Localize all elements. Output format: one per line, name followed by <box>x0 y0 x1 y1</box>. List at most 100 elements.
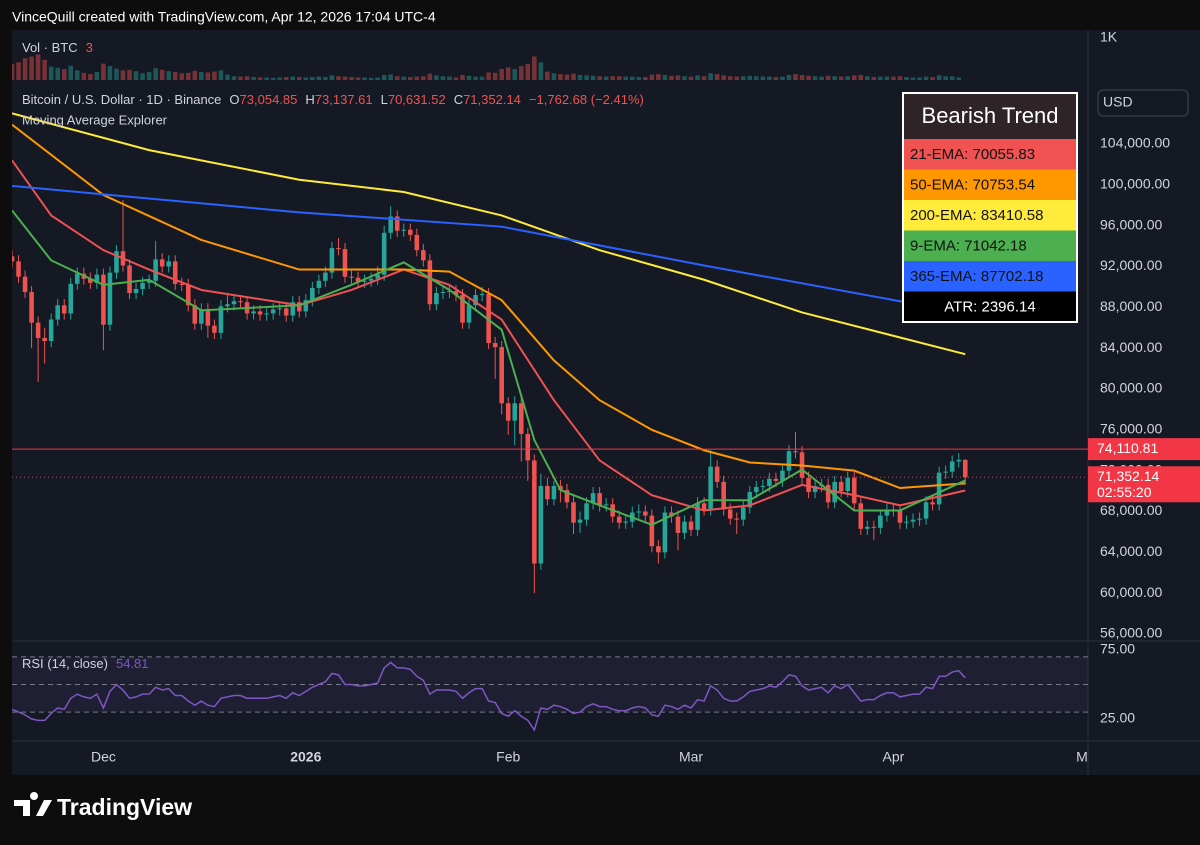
ema-line <box>12 123 966 490</box>
volume-bar <box>858 74 864 80</box>
candle-body <box>16 261 21 277</box>
volume-bar <box>767 76 772 80</box>
rsi-line <box>12 661 966 732</box>
volume-bar <box>349 77 354 80</box>
volume-bar <box>675 75 681 80</box>
y-tick-label: 104,000.00 <box>1100 135 1170 151</box>
volume-bar <box>943 76 948 80</box>
volume-bar <box>695 75 700 80</box>
candle-body <box>603 504 609 506</box>
currency-button[interactable] <box>1097 89 1189 117</box>
candle-body <box>695 503 700 530</box>
candle-body <box>75 273 80 284</box>
volume-bar <box>865 76 870 80</box>
candle-body <box>943 471 948 473</box>
volume-bar <box>616 76 622 80</box>
volume-bar <box>917 77 922 80</box>
y-tick-label: 76,000.00 <box>1100 421 1162 437</box>
candle-body <box>22 276 28 293</box>
ohlc-value: 71,352.14 <box>463 92 521 107</box>
candle-body <box>917 518 922 520</box>
volume-bar <box>375 77 380 80</box>
volume-bar <box>512 69 518 80</box>
candle-body <box>277 308 282 310</box>
volume-bar <box>296 77 302 80</box>
x-tick-label: May <box>1076 749 1102 765</box>
volume-bar <box>427 73 433 80</box>
volume-bar <box>949 76 955 80</box>
candle-body <box>88 278 93 283</box>
volume-bar <box>473 76 478 80</box>
volume-bar <box>734 76 740 80</box>
volume-bar <box>806 75 811 80</box>
volume-bar <box>336 76 341 80</box>
currency[interactable]: USD <box>1103 94 1133 110</box>
volume-bar <box>283 77 289 80</box>
candle-body <box>767 478 772 486</box>
candle-body <box>786 451 792 471</box>
volume-bar <box>212 71 217 80</box>
volume-label: Vol · BTC <box>22 40 78 55</box>
candle-body <box>166 261 171 267</box>
rsi-label: RSI (14, close) <box>22 656 108 671</box>
volume-bar <box>120 70 126 80</box>
volume-bar <box>871 77 877 80</box>
logo-icon <box>14 791 52 816</box>
volume-bar <box>564 74 570 80</box>
volume-bar <box>714 74 720 80</box>
trend-box-atr: ATR: 2396.14 <box>944 298 1035 315</box>
candle-body <box>878 515 883 528</box>
candle-body <box>532 460 537 564</box>
trend-box-row <box>903 261 1077 292</box>
volume-bar <box>505 67 511 80</box>
candle-body <box>551 485 557 500</box>
volume-bar <box>61 69 67 80</box>
candle-body <box>760 485 766 487</box>
price-tag-label: 74,110.81 <box>1097 440 1158 456</box>
candle-body <box>656 546 661 553</box>
volume-bar <box>701 76 707 80</box>
volume-bar <box>760 76 766 80</box>
candle-body <box>35 322 41 338</box>
volume-bar <box>434 75 439 80</box>
volume-bar <box>904 77 909 80</box>
volume-bar <box>401 76 407 80</box>
volume-value: 3 <box>86 40 93 55</box>
candle-body <box>133 288 139 294</box>
trend-box-title-bg <box>903 93 1077 139</box>
volume-bar <box>727 76 733 80</box>
volume-bar <box>29 56 34 80</box>
volume-bar <box>851 75 857 80</box>
candle-body <box>257 311 263 315</box>
volume-bar <box>225 74 230 80</box>
ohlc-value: 73,137.61 <box>315 92 373 107</box>
candle-body <box>838 481 844 492</box>
volume-bar <box>460 74 465 80</box>
volume-bar <box>88 74 93 80</box>
volume-bar <box>172 72 178 80</box>
volume-bar <box>159 69 165 80</box>
y-tick-label: 88,000.00 <box>1100 298 1162 314</box>
volume-bar <box>629 76 635 80</box>
trend-box-label: 365-EMA: 87702.18 <box>910 268 1043 285</box>
candle-body <box>186 284 191 306</box>
candle-body <box>172 261 178 284</box>
volume-bar <box>251 77 256 80</box>
volume-bar <box>133 71 139 80</box>
candle-body <box>310 287 315 301</box>
x-tick-label: 2026 <box>290 749 321 765</box>
candle-body <box>701 503 707 510</box>
volume-bar <box>754 76 759 80</box>
volume-bar <box>525 64 531 80</box>
candle-body <box>518 403 524 434</box>
candle-body <box>447 290 452 293</box>
candle-body <box>179 283 185 285</box>
volume-bar <box>812 76 818 80</box>
candle-body <box>682 521 687 533</box>
logo: TradingView <box>14 791 192 820</box>
volume-bar <box>878 76 883 80</box>
candle-body <box>780 470 785 481</box>
candle-body <box>231 301 237 305</box>
volume-bar <box>545 71 550 80</box>
